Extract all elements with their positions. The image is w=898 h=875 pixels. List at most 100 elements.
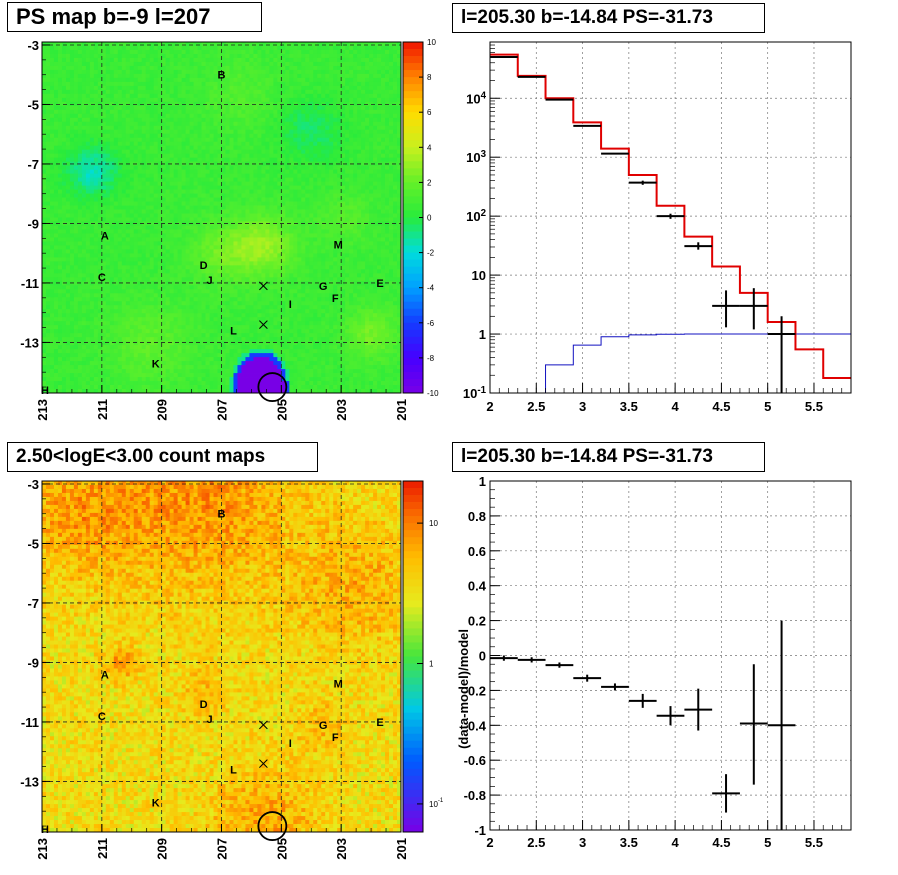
ps-map-source-label-g: G — [319, 281, 328, 293]
ps-colorbar-cell — [403, 56, 423, 64]
count-map-source-label-m: M — [334, 678, 343, 690]
spectrum-x-tick-label: 5 — [764, 399, 771, 414]
count-colorbar-cell — [403, 705, 423, 714]
count-map-sources: A B C D E FG H I J K L M — [41, 509, 384, 841]
spectrum-x-tick-label: 5.5 — [805, 399, 823, 414]
ps-map-source-label-a: A — [101, 230, 109, 242]
residual-y-tick-label: -0.4 — [464, 718, 487, 733]
count-map-title: 2.50<logE<3.00 count maps — [7, 442, 318, 472]
residual-y-tick-label: -1 — [474, 823, 486, 838]
ps-map-x-tick-label: 209 — [155, 399, 170, 421]
ps-map-panel: A B C D E FG H I J K L M 213 211 209 207 205 203 201 -3 -5 -… — [20, 38, 439, 421]
count-colorbar-cell — [403, 516, 423, 524]
residual-y-tick-label: 0.8 — [468, 509, 486, 524]
ps-colorbar-cell — [403, 322, 423, 331]
count-map-grid — [41, 481, 402, 832]
ps-colorbar-cell — [403, 133, 423, 141]
count-colorbar-cell — [403, 642, 423, 650]
ps-colorbar-cell — [403, 357, 423, 366]
ps-map-cross-marker — [259, 281, 268, 291]
count-colorbar-cell — [403, 544, 423, 552]
ps-colorbar-cell — [403, 161, 423, 169]
ps-colorbar-tick-label: -10 — [427, 389, 439, 398]
count-colorbar-frame — [402, 480, 424, 833]
ps-map-colorbar: 10 8 6 4 2 0 -2 -4 -6 -8 -10 — [402, 38, 439, 398]
count-colorbar-cell — [403, 572, 423, 580]
ps-colorbar-cell — [403, 49, 423, 57]
count-colorbar-cell — [403, 614, 423, 622]
ps-colorbar-cell — [403, 350, 423, 359]
ps-map-x-tick-label: 203 — [334, 399, 349, 421]
count-colorbar-cell — [403, 677, 423, 685]
residual-y-tick-label: 0.2 — [468, 614, 486, 629]
count-map-source-label-g: G — [319, 720, 328, 732]
ps-map-y-tick-label: -11 — [21, 276, 39, 291]
count-colorbar-cell — [403, 824, 423, 833]
count-colorbar-cell — [403, 537, 423, 545]
count-colorbar-cell — [403, 649, 423, 657]
count-map-x-tick-label: 207 — [215, 838, 230, 860]
count-colorbar-cell — [403, 726, 423, 735]
spectrum-x-tick-label: 4.5 — [712, 399, 730, 414]
ps-map-source-label-c: C — [98, 272, 106, 284]
spectrum-total-model-line — [490, 53, 851, 379]
count-map-cross-marker — [259, 720, 268, 730]
count-colorbar-cell — [403, 593, 423, 601]
ps-colorbar-cell — [403, 98, 423, 106]
ps-colorbar-cell — [403, 280, 423, 289]
residual-x-tick-label: 4.5 — [712, 835, 730, 850]
ps-map-y-tick-label: -13 — [20, 335, 39, 350]
ps-colorbar-cell — [403, 182, 423, 190]
ps-map-source-label-l: L — [230, 326, 237, 338]
count-map-x-tick-label: 213 — [35, 838, 50, 860]
count-map-source-label-j: J — [206, 714, 212, 726]
ps-colorbar-cell — [403, 301, 423, 310]
count-map-source-label-l: L — [230, 765, 237, 777]
count-colorbar-cell — [403, 481, 423, 489]
spectrum-y-tick-label: 1 — [479, 327, 486, 342]
count-colorbar-cell — [403, 488, 423, 496]
ps-colorbar-cell — [403, 84, 423, 92]
ps-colorbar-cell — [403, 371, 423, 380]
ps-map-heatmap — [42, 42, 402, 394]
count-map-colorbar: 10 1 10-1 — [402, 480, 444, 833]
count-colorbar-cell — [403, 558, 423, 566]
count-map-x-tick-label: 209 — [155, 838, 170, 860]
ps-map-title: PS map b=-9 l=207 — [7, 2, 262, 32]
residual-panel: 2 2.5 3 3.5 4 4.5 5 5.5 -1 -0.8 -0.6 -0.4 -0.2 0 0.2 0.… — [456, 474, 852, 850]
count-colorbar-cell — [403, 523, 423, 531]
spectrum-frame — [489, 41, 852, 394]
ps-colorbar-cell — [403, 196, 423, 204]
ps-colorbar-tick-label: 4 — [427, 143, 432, 152]
ps-colorbar-cell — [403, 147, 423, 155]
ps-map-source-label-e: E — [376, 278, 383, 290]
count-colorbar-cell — [403, 789, 423, 798]
ps-map-source-label-m: M — [334, 239, 343, 251]
ps-colorbar-cell — [403, 168, 423, 176]
ps-colorbar-cell — [403, 329, 423, 338]
count-colorbar-cell — [403, 621, 423, 629]
count-colorbar-cell — [403, 551, 423, 559]
count-map-x-tick-label: 201 — [394, 838, 409, 860]
count-map-y-tick-label: -11 — [21, 715, 39, 730]
ps-colorbar-cell — [403, 70, 423, 78]
ps-colorbar-tick-label: -8 — [427, 354, 435, 363]
residual-y-axis-label: (data-model)/model — [456, 629, 471, 749]
ps-colorbar-cell — [403, 203, 423, 211]
ps-colorbar-tick-label: -6 — [427, 319, 435, 328]
count-colorbar-cell — [403, 754, 423, 763]
count-map-y-tick-label: -3 — [27, 477, 39, 492]
count-map-axes: 213 211 209 207 205 203 201 -3 -5 -7 -9 -11 -13 — [20, 477, 409, 860]
count-map-source-label-f: F — [332, 732, 339, 744]
count-map-source-label-a: A — [101, 669, 109, 681]
count-map-target-circle — [257, 811, 288, 841]
count-colorbar-tick-label: 1 — [429, 660, 434, 669]
ps-colorbar-cell — [403, 112, 423, 120]
ps-map-y-tick-label: -5 — [27, 97, 39, 112]
ps-colorbar-cell — [403, 42, 423, 50]
count-map-y-tick-label: -13 — [20, 774, 39, 789]
count-map-source-label-e: E — [376, 717, 383, 729]
count-colorbar-cell — [403, 810, 423, 819]
spectrum-title: l=205.30 b=-14.84 PS=-31.73 — [452, 3, 765, 33]
ps-colorbar-cell — [403, 343, 423, 352]
